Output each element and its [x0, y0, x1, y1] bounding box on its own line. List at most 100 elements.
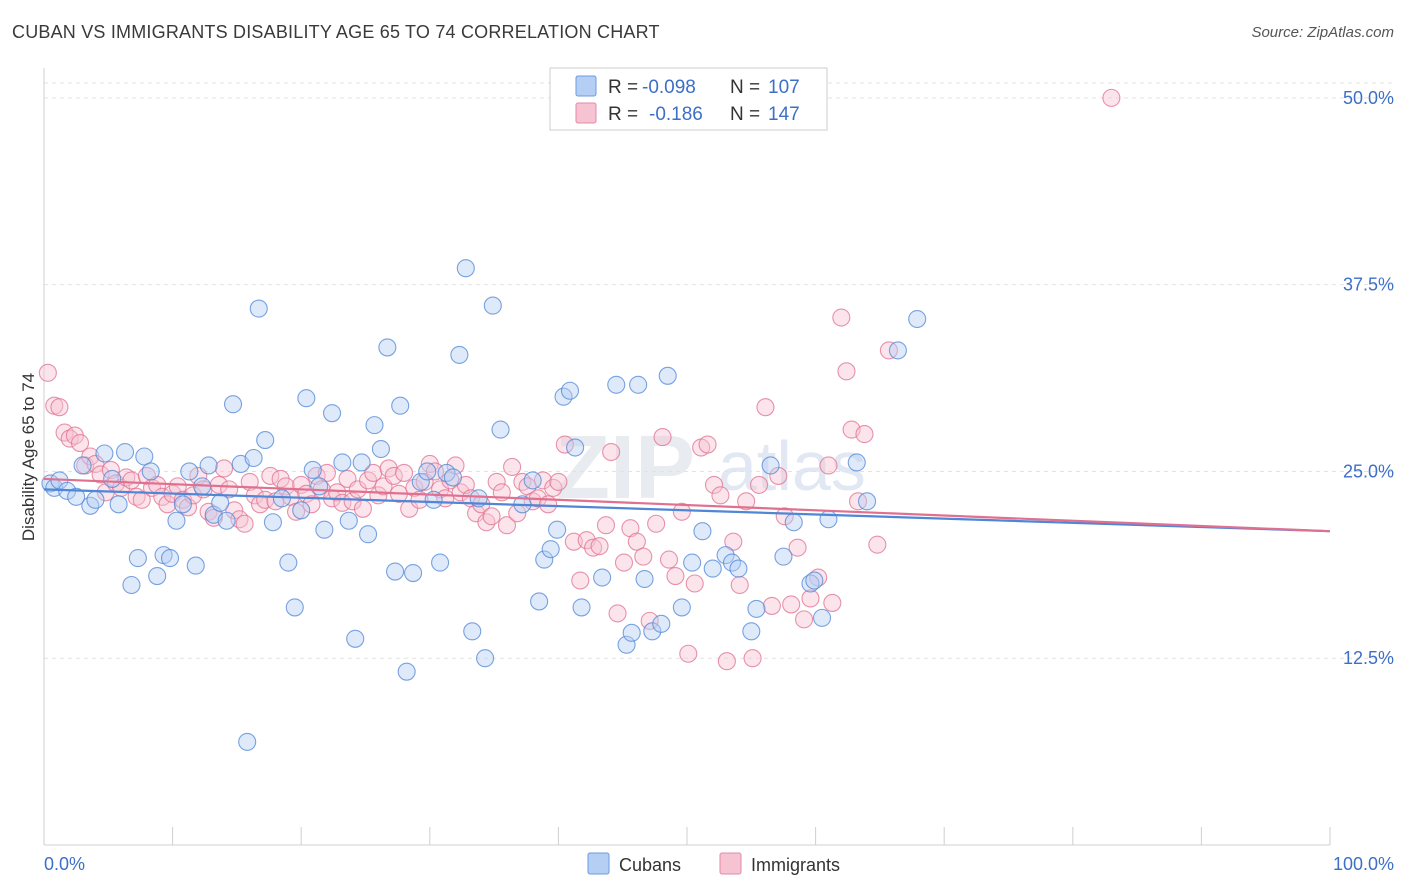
immigrants-point-115 — [653, 428, 672, 447]
trend-lines — [43, 477, 1331, 533]
legend-n-label-immigrants: N = — [730, 104, 760, 125]
immigrants-point-112 — [634, 547, 653, 566]
immigrants-point-127 — [730, 575, 749, 595]
cubans-point-106 — [908, 309, 927, 329]
cubans-point-94 — [729, 559, 748, 578]
immigrants-point-130 — [749, 475, 769, 494]
immigrants-point-76 — [431, 480, 450, 499]
immigrants-point-43 — [261, 466, 280, 485]
cubans-point-79 — [593, 568, 612, 587]
immigrants-point-6 — [70, 434, 90, 453]
immigrants-point-67 — [384, 466, 403, 485]
immigrants-point-124 — [711, 486, 730, 505]
bottom-legend-swatch-cubans — [587, 852, 610, 875]
immigrants-point-100 — [555, 435, 574, 454]
cubans-point-98 — [774, 547, 793, 566]
cubans-point-103 — [819, 510, 838, 529]
cubans-point-49 — [365, 416, 384, 435]
cubans-point-32 — [249, 299, 268, 318]
cubans-point-54 — [397, 662, 416, 681]
immigrants-point-38 — [235, 514, 254, 533]
cubans-point-37 — [285, 598, 304, 617]
cubans-point-64 — [463, 622, 482, 641]
cubans-point-82 — [622, 623, 641, 642]
cubans-point-34 — [263, 513, 282, 532]
cubans-point-28 — [223, 395, 243, 414]
immigrants-point-119 — [679, 644, 698, 663]
immigrants-point-87 — [487, 472, 506, 491]
bottom-legend: Cubans Immigrants — [587, 852, 840, 875]
cubans-point-24 — [199, 456, 218, 475]
immigrants-points — [38, 88, 1121, 671]
immigrants-point-54 — [317, 463, 336, 482]
cubans-point-20 — [173, 495, 192, 514]
bottom-legend-label-cubans: Cubans — [619, 855, 681, 875]
cubans-point-53 — [391, 396, 410, 415]
immigrants-point-4 — [60, 429, 79, 448]
top-legend: R = -0.098 N = 107 R = -0.186 N = 147 — [549, 67, 828, 131]
cubans-point-11 — [115, 442, 135, 462]
immigrants-point-99 — [549, 472, 568, 491]
cubans-point-4 — [67, 487, 86, 506]
cubans-point-47 — [352, 453, 371, 472]
cubans-point-76 — [560, 381, 580, 400]
immigrants-point-104 — [584, 538, 603, 557]
cubans-point-95 — [742, 622, 761, 641]
cubans-point-86 — [652, 614, 671, 633]
immigrants-point-136 — [788, 538, 807, 557]
legend-n-value-immigrants: 147 — [768, 104, 800, 125]
immigrants-point-59 — [343, 492, 362, 511]
immigrants-point-98 — [544, 478, 563, 497]
immigrants-point-89 — [497, 516, 517, 535]
cubans-point-61 — [443, 468, 462, 487]
immigrants-point-72 — [410, 490, 429, 509]
immigrants-point-134 — [775, 507, 794, 526]
y-tick-label-0: 12.5% — [1343, 648, 1394, 668]
cubans-point-78 — [572, 598, 591, 617]
x-ticks — [43, 827, 1331, 845]
y-axis-label: Disability Age 65 to 74 — [19, 373, 38, 541]
y-tick-labels: 12.5% 25.0% 37.5% 50.0% — [1343, 88, 1394, 668]
cubans-point-67 — [483, 296, 502, 315]
cubans-point-88 — [672, 598, 691, 617]
immigrants-point-86 — [482, 507, 501, 526]
bottom-legend-swatch-immigrants — [719, 852, 742, 875]
legend-swatch-immigrants — [575, 102, 597, 124]
immigrants-point-147 — [868, 535, 887, 554]
immigrants-point-113 — [640, 611, 659, 630]
cubans-point-105 — [857, 492, 877, 511]
immigrants-point-125 — [717, 652, 736, 671]
cubans-point-92 — [716, 546, 735, 565]
immigrants-point-149 — [1102, 88, 1121, 107]
cubans-point-9 — [103, 469, 122, 488]
cubans-point-102 — [812, 608, 832, 627]
immigrants-point-10 — [91, 465, 110, 484]
cubans-point-80 — [607, 375, 626, 394]
immigrants-point-108 — [608, 604, 627, 623]
immigrants-point-105 — [590, 537, 609, 556]
bottom-legend-label-immigrants: Immigrants — [751, 855, 840, 875]
cubans-point-83 — [629, 375, 648, 394]
cubans-point-74 — [548, 520, 567, 539]
immigrants-point-36 — [225, 501, 244, 520]
cubans-point-87 — [658, 366, 677, 385]
cubans-point-57 — [418, 462, 437, 481]
cubans-point-42 — [315, 520, 334, 539]
immigrants-point-107 — [602, 442, 621, 462]
cubans-point-18 — [160, 549, 180, 568]
x-tick-label-max: 100.0% — [1333, 854, 1394, 874]
cubans-point-90 — [693, 522, 712, 541]
cubans-point-56 — [411, 472, 430, 491]
immigrants-point-137 — [794, 610, 814, 629]
immigrants-point-118 — [672, 502, 691, 521]
immigrants-point-96 — [533, 471, 553, 490]
legend-r-label-immigrants: R = — [608, 104, 638, 125]
cubans-point-73 — [541, 540, 560, 559]
immigrants-point-90 — [503, 457, 522, 477]
immigrants-point-51 — [302, 495, 321, 514]
immigrants-point-123 — [704, 475, 724, 494]
chart-title: CUBAN VS IMMIGRANTS DISABILITY AGE 65 TO… — [12, 22, 660, 42]
immigrants-point-2 — [50, 398, 69, 417]
legend-r-value-cubans: -0.098 — [642, 77, 696, 98]
cubans-point-6 — [81, 496, 100, 515]
